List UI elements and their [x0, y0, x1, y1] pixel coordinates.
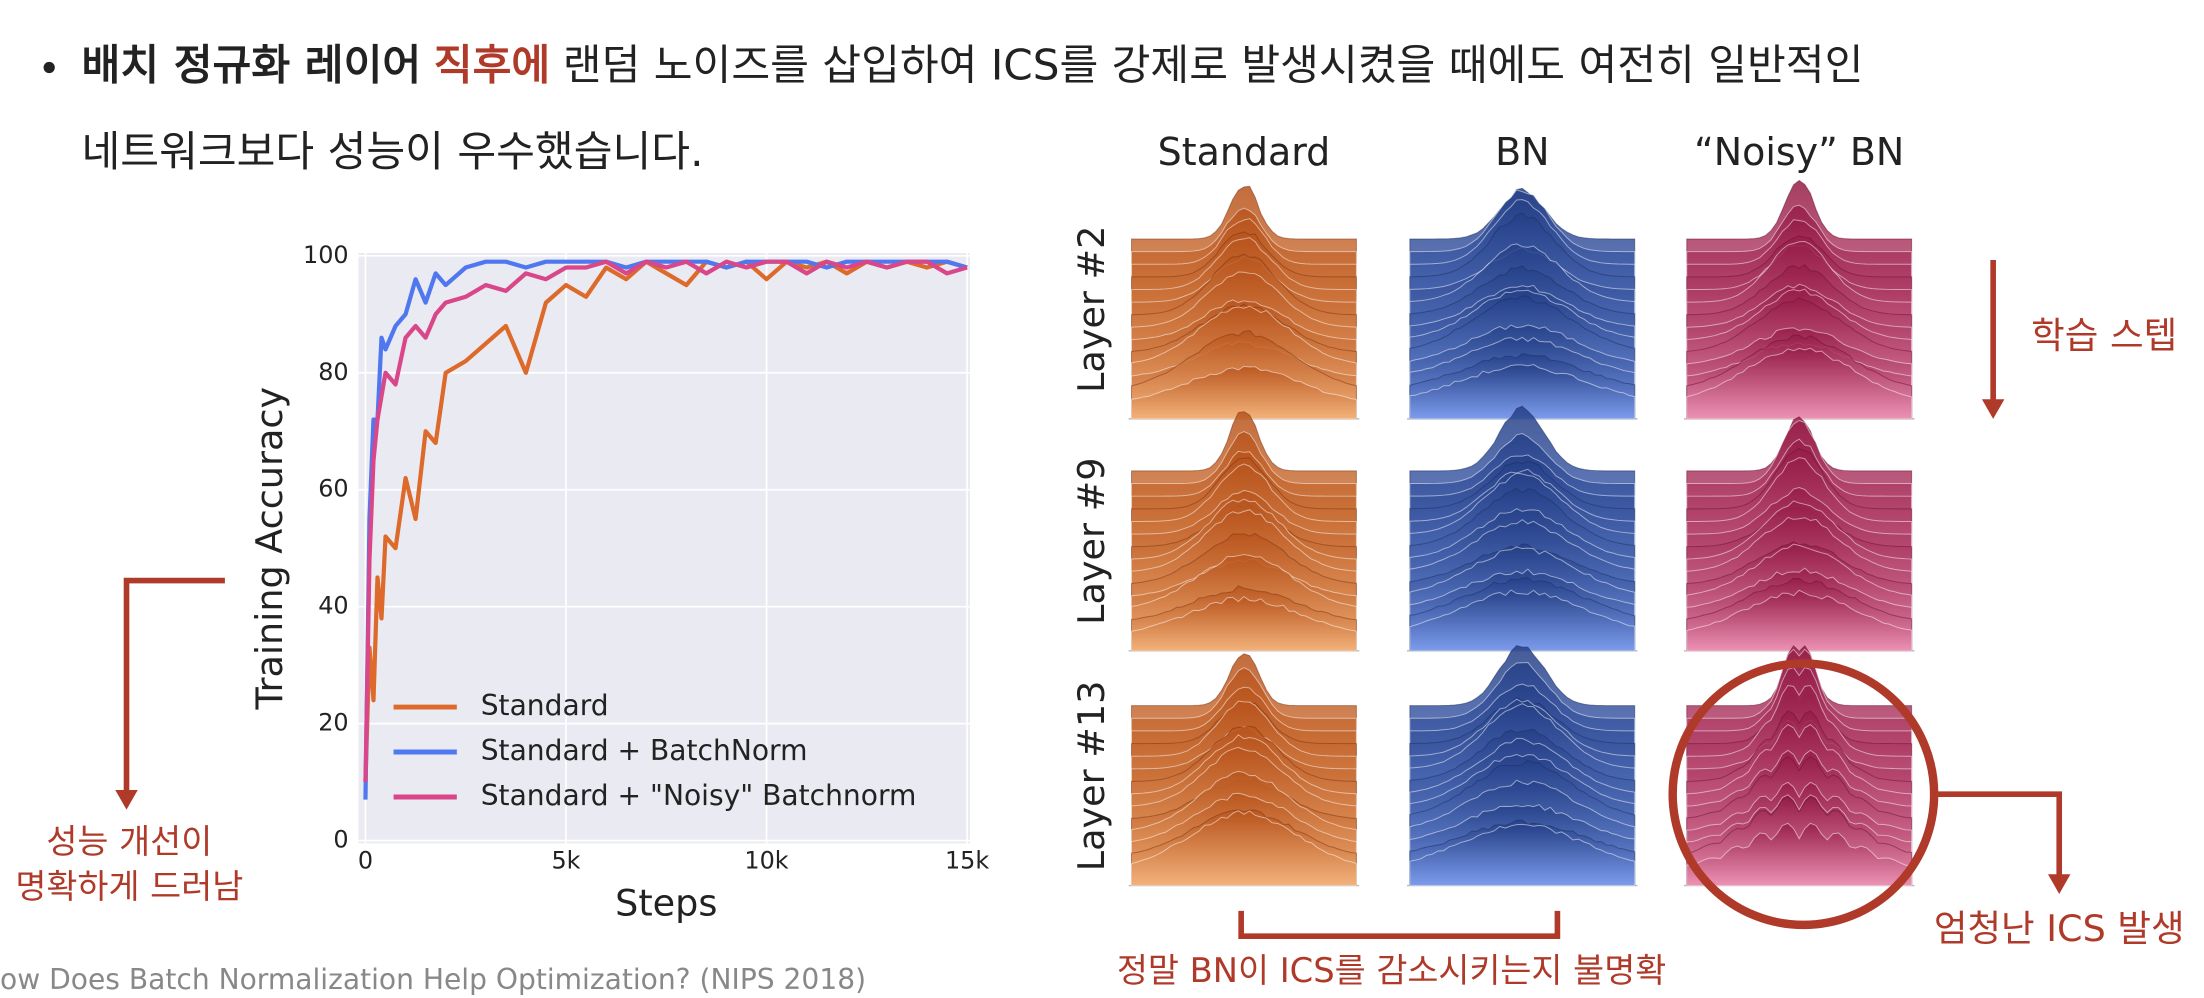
y-tick-label: 20	[318, 709, 348, 737]
arrow	[123, 577, 225, 795]
arrow-head	[1981, 399, 2005, 419]
annotation: 학습 스텝	[2031, 314, 2177, 357]
ridge-plot	[1128, 653, 1360, 887]
bullet-dot	[43, 61, 55, 74]
y-tick-label: 100	[303, 241, 349, 269]
column-header: BN	[1495, 130, 1549, 174]
ridge	[1131, 810, 1357, 887]
ridge	[1131, 365, 1357, 420]
bullet-part: 랜덤 노이즈를 삽입하여 ICS를 강제로 발생시켰을 때에도 여전히 일반적인	[563, 40, 1864, 89]
row-label: Layer #9	[1070, 458, 1113, 625]
annotation: 성능 개선이	[46, 822, 212, 861]
row-label: Layer #2	[1070, 226, 1113, 393]
arrow-head	[2047, 874, 2071, 894]
ridge-plot	[1683, 645, 1915, 887]
y-tick-label: 60	[318, 475, 348, 503]
arrow-heads	[115, 399, 2071, 894]
ridge-plot	[1407, 405, 1638, 652]
ridge-plot	[1407, 187, 1638, 420]
series-line	[363, 259, 968, 783]
ridge-plot	[1128, 185, 1360, 420]
x-tick-label: 0	[358, 847, 373, 875]
annotation: 엄청난 ICS 발생	[1934, 907, 2185, 950]
citation: ow Does Batch Normalization Help Optimiz…	[0, 963, 866, 996]
plot-area	[358, 253, 970, 844]
arrow	[1932, 791, 2063, 879]
bullet-text: 배치 정규화 레이어 직후에 랜덤 노이즈를 삽입하여 ICS를 강제로 발생시켰을…	[82, 40, 1864, 89]
ridge-plot	[1407, 645, 1638, 887]
ridge	[1409, 589, 1636, 652]
y-tick-label: 40	[318, 592, 348, 620]
ridge	[1409, 823, 1636, 887]
y-axis-label: Training Accuracy	[248, 387, 291, 711]
y-tick-label: 80	[318, 358, 348, 386]
bracket	[1238, 910, 1561, 939]
arrow-head	[115, 789, 138, 810]
annotation: 정말 BN이 ICS를 감소시키는지 불명확	[1117, 951, 1666, 990]
annotation: 명확하게 드러남	[15, 867, 243, 906]
series-line	[363, 259, 968, 783]
x-tick-label: 15k	[945, 847, 989, 875]
column-header: “Noisy” BN	[1694, 130, 1904, 174]
ridge-plot	[1683, 416, 1915, 652]
x-tick-label: 10k	[744, 847, 788, 875]
row-label: Layer #13	[1070, 681, 1113, 872]
ridge-plot	[1128, 411, 1360, 652]
ridge	[1131, 596, 1357, 652]
legend-label: Standard + BatchNorm	[481, 734, 808, 767]
series-line	[363, 259, 968, 800]
ridge	[1686, 347, 1913, 420]
y-tick-label: 0	[333, 826, 348, 854]
annotation-arrows	[123, 260, 2063, 939]
ridge-plot	[1683, 179, 1915, 420]
ridge	[1686, 822, 1913, 887]
legend-label: Standard + "Noisy" Batchnorm	[481, 779, 917, 812]
x-axis-label: Steps	[615, 882, 717, 925]
bullet-text: 네트워크보다 성능이 우수했습니다.	[82, 127, 704, 176]
legend-label: Standard	[481, 689, 609, 722]
bullet-highlight: 직후에	[434, 40, 550, 89]
ridge	[1686, 589, 1913, 652]
x-tick-label: 5k	[551, 847, 580, 875]
column-header: Standard	[1158, 130, 1331, 174]
bullet-part: 배치 정규화 레이어	[82, 40, 422, 89]
ridge	[1409, 364, 1636, 420]
